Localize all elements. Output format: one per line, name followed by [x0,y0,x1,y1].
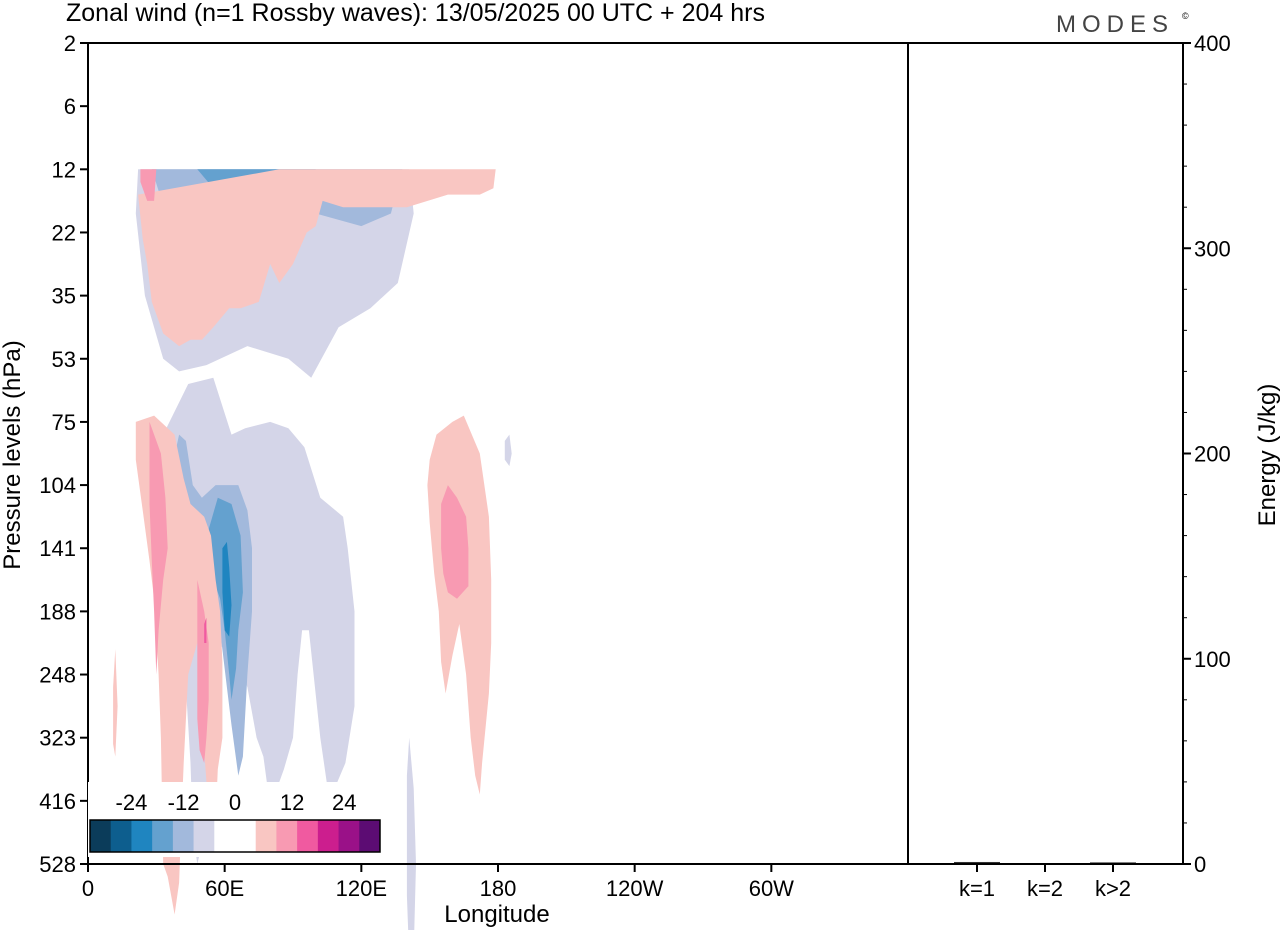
contour-positive-lower-east-15 [441,485,469,599]
brand-mark: © [1182,11,1189,21]
colorbar-tick-label: -12 [168,790,200,815]
colorbar-swatch [193,820,215,852]
contour-negative-small-8 [504,434,512,467]
colorbar-swatch [131,820,153,852]
contour-positive-lower-east-14 [427,415,492,795]
contour-positive-upper-10 [140,169,157,201]
brand-logo: MODES [1056,11,1174,38]
colorbar-swatch [214,820,236,852]
y-tick-label: 188 [39,599,76,624]
colorbar-swatch [90,820,112,852]
y-tick-label: 75 [52,410,76,435]
energy-category-ticks: k=1 k=2 k>2 [959,864,1131,901]
energy-tick-label: 200 [1194,442,1231,467]
x-axis-label: Longitude [444,901,549,928]
energy-tick-label: 100 [1194,647,1231,672]
energy-tick-label: 300 [1194,236,1231,261]
contour-positive-upper-9 [138,169,496,347]
energy-category-label: k=1 [959,876,995,901]
y-tick-label: 141 [39,536,76,561]
y-axis-label: Pressure levels (hPa) [0,340,26,569]
colorbar-tick-label: 0 [229,790,241,815]
energy-tick-label: 0 [1194,852,1206,877]
colorbar-swatch [255,820,277,852]
colorbar-frame [89,819,381,853]
energy-axis-label: Energy (J/kg) [1254,384,1280,527]
colorbar-tick-label: 12 [280,790,304,815]
colorbar-swatch [317,820,340,852]
energy-axis-ticks: 0 100 200 300 400 [1183,31,1231,877]
x-tick-label: 0 [82,876,94,901]
contour-positive-lower-12 [149,421,168,675]
colorbar-tick-label: 24 [332,790,356,815]
y-tick-label: 6 [64,94,76,119]
y-tick-label: 35 [52,284,76,309]
x-tick-label: 60E [205,876,244,901]
y-tick-label: 248 [39,663,76,688]
colorbar-swatch [359,820,381,852]
x-tick-label: 180 [480,876,517,901]
y-tick-label: 528 [39,852,76,877]
y-tick-label: 323 [39,726,76,751]
contour-negative-lower-6 [222,541,232,637]
contour-layer [113,169,512,930]
colorbar-swatch [276,820,298,852]
y-tick-label: 104 [39,473,76,498]
energy-category-label: k>2 [1095,876,1131,901]
y-tick-label: 416 [39,789,76,814]
x-tick-label: 120E [336,876,387,901]
x-tick-label: 120W [606,876,664,901]
y-axis-ticks: 2 6 12 22 35 53 75 104 141 188 248 323 416 528 [39,31,88,877]
contour-positive-peak-17 [204,617,207,643]
colorbar-legend: -24 -12 0 12 24 [88,782,383,857]
y-tick-label: 22 [52,220,76,245]
y-tick-label: 12 [52,157,76,182]
colorbar-swatch [235,820,257,852]
energy-bar-k=1 [954,861,1000,864]
y-tick-label: 2 [64,31,76,56]
contour-negative-lower-small-7 [406,737,416,930]
colorbar-tick-label: -24 [116,790,148,815]
colorbar-swatch [152,820,174,852]
colorbar-swatch [297,820,319,852]
colorbar-swatch [338,820,360,852]
colorbar-swatch [172,820,195,852]
x-axis-ticks: 0 60E 120E 180 120W 60W [82,864,794,901]
x-tick-label: 60W [749,876,794,901]
energy-category-label: k=2 [1027,876,1063,901]
y-tick-label: 53 [52,347,76,372]
chart-title: Zonal wind (n=1 Rossby waves): 13/05/202… [66,0,765,27]
contour-positive-small-16 [113,649,118,757]
energy-tick-label: 400 [1194,31,1231,56]
colorbar-swatch [110,820,132,852]
